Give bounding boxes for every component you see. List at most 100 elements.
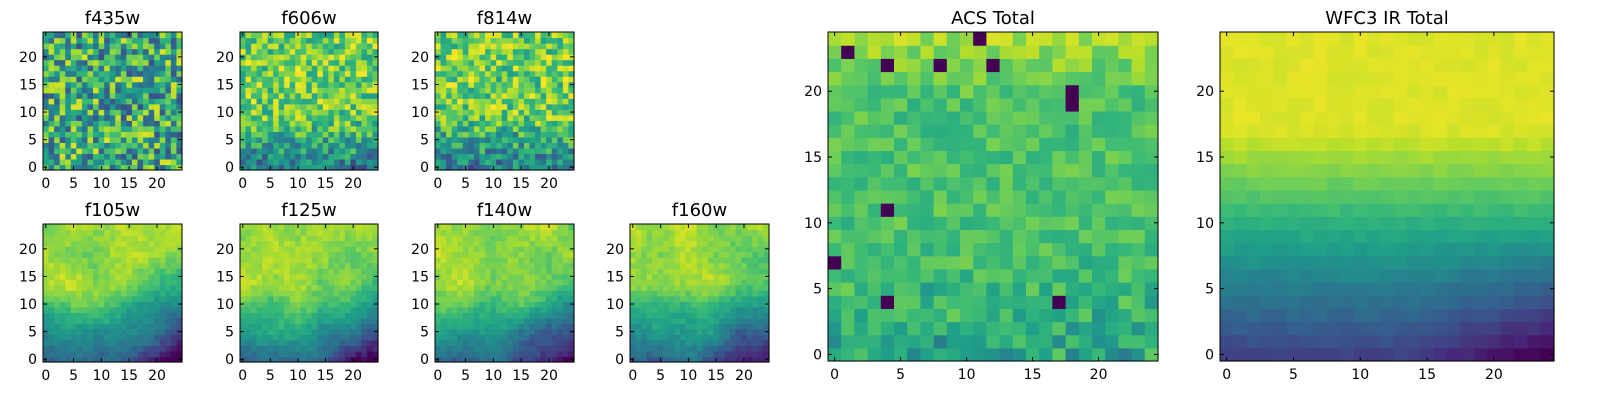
heatmap-cell [485, 54, 492, 61]
heatmap-cell [350, 273, 357, 280]
heatmap-cell [120, 240, 127, 247]
heatmap-cell [735, 251, 742, 258]
heatmap-cell [245, 92, 252, 99]
heatmap-cell [109, 235, 116, 242]
heatmap-cell [328, 87, 335, 94]
heatmap-cell [54, 114, 61, 121]
heatmap-cell [828, 282, 842, 296]
heatmap-cell [328, 37, 335, 44]
heatmap-cell [730, 317, 737, 324]
heatmap-cell [451, 164, 458, 171]
heatmap-cell [289, 290, 296, 297]
heatmap-cell [730, 240, 737, 247]
heatmap-cell [98, 76, 105, 83]
heatmap-cell [267, 246, 274, 253]
heatmap-cell [273, 48, 280, 55]
heatmap-cell [702, 279, 709, 286]
heatmap-cell [507, 262, 514, 269]
heatmap-cell [317, 153, 324, 160]
heatmap-cell [306, 240, 313, 247]
heatmap-cell [43, 257, 50, 264]
heatmap-cell [366, 279, 374, 286]
heatmap-cell [104, 114, 111, 121]
heatmap-cell [707, 350, 714, 358]
heatmap-cell [490, 92, 497, 99]
heatmap-cell [546, 273, 553, 280]
heatmap-cell [479, 54, 486, 61]
heatmap-cell [457, 273, 464, 280]
heatmap-cell [446, 273, 453, 280]
heatmap-cell [507, 43, 514, 50]
heatmap-cell [98, 142, 105, 149]
heatmap-cell [65, 317, 72, 324]
heatmap-cell [702, 240, 709, 247]
heatmap-cell [501, 98, 508, 105]
heatmap-cell [507, 103, 514, 110]
heatmap-cell [462, 158, 469, 166]
heatmap-cell [562, 98, 570, 105]
heatmap-cell [535, 109, 542, 116]
heatmap-cell [267, 43, 274, 50]
heatmap-cell [267, 350, 274, 358]
heatmap-cell [867, 176, 882, 191]
heatmap-cell [251, 136, 258, 143]
heatmap-cell [350, 295, 357, 302]
heatmap-cell [355, 290, 363, 297]
heatmap-cell [333, 131, 340, 138]
heatmap-cell [311, 312, 318, 319]
heatmap-cell [641, 317, 648, 324]
heatmap-cell [273, 235, 280, 242]
heatmap-cell [148, 301, 155, 308]
heatmap-cell [165, 54, 172, 61]
heatmap-cell [546, 153, 553, 160]
heatmap-cell [81, 158, 89, 166]
heatmap-cell [518, 246, 525, 253]
heatmap-cell [170, 120, 178, 127]
heatmap-cell [93, 268, 100, 275]
heatmap-cell [65, 279, 72, 286]
heatmap-cell [473, 65, 481, 72]
heatmap-cell [65, 229, 72, 236]
heatmap-cell [1078, 163, 1093, 178]
heatmap-cell [120, 92, 127, 99]
heatmap-cell [1026, 334, 1040, 349]
heatmap-cell [540, 328, 547, 335]
heatmap-cell [668, 328, 676, 335]
heatmap-cell [311, 323, 318, 330]
heatmap-cell [986, 176, 1001, 191]
heatmap-cell [98, 339, 105, 347]
heatmap-cell [137, 224, 144, 231]
heatmap-cell [76, 70, 83, 77]
heatmap-cell [485, 87, 492, 94]
heatmap-cell [741, 339, 748, 347]
heatmap-cell [546, 65, 553, 72]
heatmap-cell [696, 312, 703, 319]
heatmap-cell [300, 158, 307, 166]
heatmap-cell [262, 87, 269, 94]
heatmap-cell [251, 246, 258, 253]
heatmap-cell [300, 334, 307, 341]
heatmap-cell [267, 306, 274, 313]
heatmap-cell [1105, 347, 1119, 362]
heatmap-cell [641, 224, 648, 231]
heatmap-cell [501, 273, 508, 280]
heatmap-cell [93, 59, 100, 66]
heatmap-cell [81, 65, 89, 72]
heatmap-cell [635, 290, 642, 297]
heatmap-cell [109, 32, 116, 39]
heatmap-cell [300, 59, 307, 66]
heatmap-cell [735, 268, 742, 275]
heatmap-cell [696, 257, 703, 264]
heatmap-cell [48, 229, 55, 236]
heatmap-cell [485, 125, 492, 132]
heatmap-cell [87, 224, 94, 231]
heatmap-cell [311, 268, 318, 275]
heatmap-cell [557, 323, 564, 330]
heatmap-cell [663, 251, 670, 258]
heatmap-cell [262, 98, 269, 105]
heatmap-cell [65, 350, 72, 358]
heatmap-cell [960, 308, 974, 323]
heatmap-cell [165, 268, 172, 275]
heatmap-cell [479, 142, 486, 149]
heatmap-cell [680, 279, 687, 286]
